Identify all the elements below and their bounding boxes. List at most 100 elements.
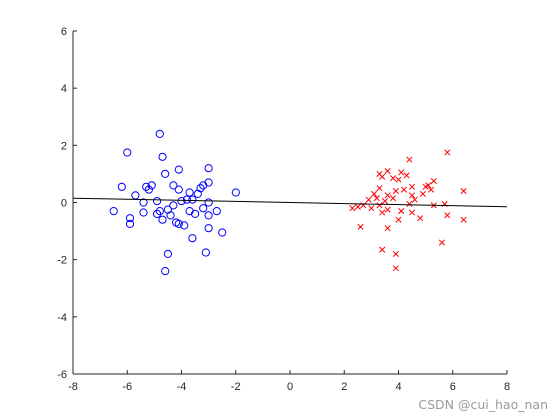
x-point bbox=[460, 216, 467, 223]
x-tick-label: 2 bbox=[341, 381, 347, 393]
circle-point bbox=[123, 148, 132, 157]
circle-point bbox=[212, 207, 221, 216]
x-point bbox=[365, 196, 372, 203]
x-point bbox=[384, 206, 391, 213]
x-point bbox=[349, 205, 356, 212]
x-point bbox=[400, 186, 407, 193]
x-tick-label: -4 bbox=[177, 381, 187, 393]
x-point bbox=[368, 205, 375, 212]
x-point bbox=[406, 200, 413, 207]
circle-point bbox=[204, 211, 213, 220]
x-point bbox=[398, 169, 405, 176]
circle-point bbox=[188, 234, 197, 243]
x-point bbox=[357, 223, 364, 230]
x-point bbox=[392, 250, 399, 258]
x-point bbox=[371, 190, 378, 197]
circle-point bbox=[139, 208, 148, 217]
x-point bbox=[398, 208, 405, 215]
circle-point bbox=[199, 204, 208, 213]
x-point bbox=[379, 173, 386, 180]
x-point bbox=[406, 156, 413, 163]
circle-point bbox=[169, 181, 178, 190]
y-tick-label: 2 bbox=[61, 140, 67, 152]
circle-point bbox=[182, 195, 191, 204]
x-point bbox=[430, 178, 437, 185]
x-point bbox=[376, 202, 383, 209]
circle-point bbox=[155, 207, 164, 216]
circle-point bbox=[193, 189, 202, 198]
circle-point bbox=[158, 152, 167, 161]
x-point bbox=[384, 192, 391, 199]
y-tick-label: 4 bbox=[61, 83, 67, 95]
x-point bbox=[390, 175, 397, 182]
x-point bbox=[460, 188, 467, 195]
x-point bbox=[444, 149, 451, 156]
x-point bbox=[395, 176, 402, 183]
circle-point bbox=[204, 224, 213, 233]
y-tick-label: 6 bbox=[61, 26, 67, 38]
x-point bbox=[409, 183, 416, 190]
x-point bbox=[422, 183, 429, 190]
x-tick-label: 0 bbox=[287, 381, 293, 393]
circle-point bbox=[125, 214, 135, 223]
x-point bbox=[427, 186, 435, 193]
circle-point bbox=[109, 207, 118, 216]
y-tick-label: -6 bbox=[57, 369, 67, 381]
x-point bbox=[392, 265, 399, 272]
circle-point bbox=[155, 129, 164, 138]
x-point bbox=[381, 198, 388, 205]
circle-point bbox=[142, 182, 151, 191]
y-tick-label: -2 bbox=[57, 255, 67, 267]
separating-line bbox=[72, 197, 508, 208]
circle-point bbox=[161, 267, 170, 276]
x-point bbox=[379, 209, 386, 216]
x-point bbox=[417, 215, 424, 222]
x-point bbox=[384, 168, 391, 175]
circle-point bbox=[163, 249, 172, 258]
circle-point bbox=[169, 201, 178, 210]
x-point bbox=[379, 246, 386, 253]
x-point bbox=[403, 172, 410, 179]
x-tick-label: -8 bbox=[68, 381, 78, 393]
circle-point bbox=[199, 181, 208, 190]
x-point bbox=[376, 185, 383, 192]
watermark: CSDN @cui_hao_nan bbox=[418, 397, 548, 412]
x-point bbox=[444, 212, 451, 219]
data-layer bbox=[72, 129, 508, 276]
circle-point bbox=[174, 219, 183, 228]
circle-point bbox=[188, 195, 197, 204]
circle-point bbox=[153, 209, 162, 218]
circle-point bbox=[185, 188, 194, 197]
circle-point bbox=[177, 197, 186, 206]
x-point bbox=[392, 188, 399, 195]
circle-point bbox=[144, 185, 153, 194]
circle-point bbox=[139, 198, 148, 207]
circle-point bbox=[174, 165, 183, 174]
circle-point bbox=[231, 188, 240, 197]
circle-point bbox=[204, 198, 213, 207]
circle-point bbox=[161, 169, 170, 178]
x-tick-label: 8 bbox=[504, 381, 510, 393]
circle-point bbox=[218, 228, 227, 237]
x-point bbox=[419, 190, 426, 197]
x-point bbox=[438, 239, 445, 246]
x-tick-label: 6 bbox=[450, 381, 456, 393]
circle-point bbox=[117, 182, 126, 191]
circle-point bbox=[180, 221, 189, 230]
x-point bbox=[390, 195, 397, 202]
y-tick-label: -4 bbox=[57, 312, 67, 324]
x-point bbox=[409, 209, 416, 216]
circle-point bbox=[166, 211, 175, 220]
x-tick-label: -2 bbox=[231, 381, 241, 393]
x-tick-label: 4 bbox=[395, 381, 401, 393]
x-point bbox=[373, 195, 380, 202]
circle-point bbox=[204, 164, 213, 173]
circle-point bbox=[153, 197, 162, 206]
circle-point bbox=[147, 181, 156, 190]
x-point bbox=[384, 225, 391, 232]
circle-point bbox=[201, 248, 210, 257]
x-point bbox=[395, 216, 402, 223]
x-point bbox=[409, 192, 416, 199]
